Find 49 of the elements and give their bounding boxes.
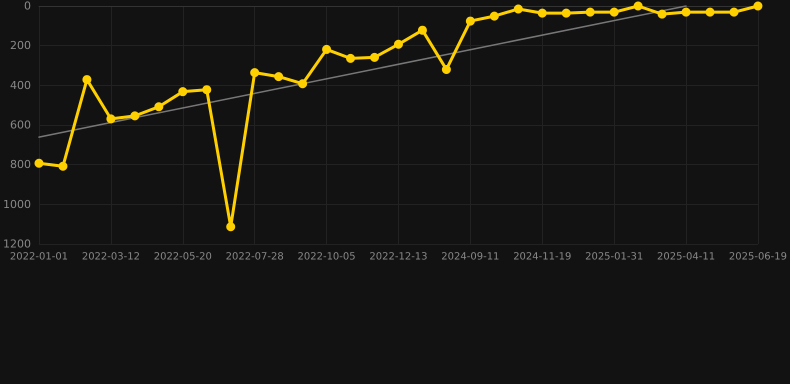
point	[634, 2, 643, 10]
point	[34, 158, 44, 168]
x-tick-label: 2022-05-20	[154, 252, 212, 262]
point	[370, 52, 380, 62]
point	[706, 8, 715, 17]
point	[610, 8, 619, 17]
point	[202, 85, 212, 94]
y-tick-label: 1200	[2, 238, 31, 250]
point	[58, 162, 68, 171]
point	[298, 79, 308, 88]
point	[682, 8, 691, 17]
x-tick-label: 2024-11-19	[513, 252, 572, 262]
point	[130, 111, 140, 120]
x-tick-label: 2022-10-05	[298, 252, 356, 262]
x-tick-label: 2025-06-19	[728, 252, 788, 262]
point	[753, 2, 762, 10]
point	[466, 16, 475, 26]
point	[106, 114, 116, 124]
x-tick-label: 2022-03-12	[82, 252, 140, 262]
point	[226, 222, 236, 232]
x-tick-label: 2025-04-11	[656, 252, 716, 262]
point	[418, 26, 427, 35]
y-tick-label: 0	[24, 0, 31, 12]
point	[154, 102, 164, 112]
point	[346, 54, 356, 63]
y-tick-label: 800	[10, 158, 31, 172]
point	[729, 8, 738, 17]
point	[490, 12, 499, 21]
point	[178, 87, 188, 96]
x-tick-label: 2024-09-11	[441, 252, 500, 262]
point	[250, 68, 260, 78]
x-tick-label: 2025-01-31	[585, 252, 644, 262]
point	[586, 8, 595, 17]
x-tick-label: 2022-01-01	[10, 252, 68, 262]
y-tick-label: 1000	[2, 198, 31, 211]
point	[658, 10, 667, 19]
point	[514, 4, 523, 14]
y-tick-label: 400	[10, 78, 31, 92]
y-tick-label: 600	[10, 118, 31, 132]
x-tick-label: 2022-07-28	[226, 252, 284, 262]
point	[562, 8, 571, 18]
y-tick-label: 200	[10, 39, 31, 52]
point	[274, 72, 284, 82]
point	[82, 75, 92, 84]
x-tick-label: 2022-12-13	[369, 252, 428, 262]
point	[322, 44, 332, 54]
point	[442, 64, 451, 74]
point	[538, 8, 547, 18]
point	[394, 40, 403, 49]
